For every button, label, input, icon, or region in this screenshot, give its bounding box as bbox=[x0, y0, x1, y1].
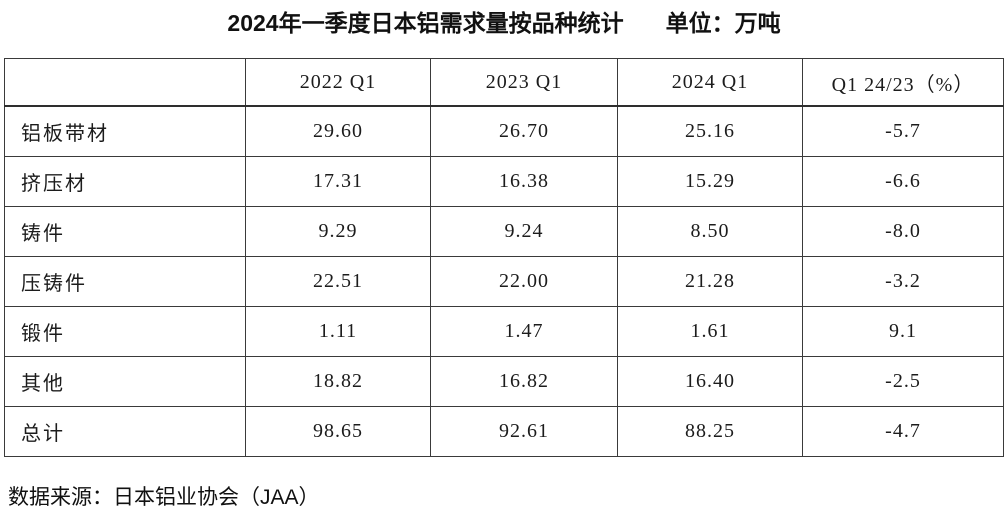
value-cell: -8.0 bbox=[802, 206, 1004, 257]
value-cell: -6.6 bbox=[802, 156, 1004, 207]
value-cell: 8.50 bbox=[617, 206, 803, 257]
row-label-cell: 总计 bbox=[4, 406, 246, 457]
table-row: 锻件 1.11 1.47 1.61 9.1 bbox=[4, 306, 1004, 357]
value-cell: 1.11 bbox=[245, 306, 431, 357]
header-cell-2024-q1: 2024 Q1 bbox=[617, 58, 803, 107]
value-cell: 1.61 bbox=[617, 306, 803, 357]
table-row: 铸件 9.29 9.24 8.50 -8.0 bbox=[4, 206, 1004, 257]
value-cell: 16.38 bbox=[430, 156, 618, 207]
header-cell-2022-q1: 2022 Q1 bbox=[245, 58, 431, 107]
header-cell-2023-q1: 2023 Q1 bbox=[430, 58, 618, 107]
value-cell: 16.82 bbox=[430, 356, 618, 407]
header-cell-blank bbox=[4, 58, 246, 107]
table-row: 其他 18.82 16.82 16.40 -2.5 bbox=[4, 356, 1004, 407]
value-cell: 9.24 bbox=[430, 206, 618, 257]
table-row: 铝板带材 29.60 26.70 25.16 -5.7 bbox=[4, 105, 1004, 157]
value-cell: 16.40 bbox=[617, 356, 803, 407]
value-cell: 22.00 bbox=[430, 256, 618, 307]
value-cell: 9.1 bbox=[802, 306, 1004, 357]
value-cell: 21.28 bbox=[617, 256, 803, 307]
row-label-cell: 压铸件 bbox=[4, 256, 246, 307]
value-cell: -5.7 bbox=[802, 105, 1004, 157]
value-cell: 9.29 bbox=[245, 206, 431, 257]
table-row: 压铸件 22.51 22.00 21.28 -3.2 bbox=[4, 256, 1004, 307]
value-cell: 1.47 bbox=[430, 306, 618, 357]
value-cell: -3.2 bbox=[802, 256, 1004, 307]
data-source-note: 数据来源：日本铝业协会（JAA） bbox=[8, 486, 320, 509]
table-row-total: 总计 98.65 92.61 88.25 -4.7 bbox=[4, 406, 1004, 457]
row-label-cell: 其他 bbox=[4, 356, 246, 407]
table-header-row: 2022 Q1 2023 Q1 2024 Q1 Q1 24/23（%） bbox=[4, 58, 1004, 107]
row-label-cell: 锻件 bbox=[4, 306, 246, 357]
row-label-cell: 铸件 bbox=[4, 206, 246, 257]
value-cell: 98.65 bbox=[245, 406, 431, 457]
row-label-cell: 挤压材 bbox=[4, 156, 246, 207]
value-cell: -2.5 bbox=[802, 356, 1004, 407]
value-cell: 15.29 bbox=[617, 156, 803, 207]
value-cell: 18.82 bbox=[245, 356, 431, 407]
header-cell-yoy-pct: Q1 24/23（%） bbox=[802, 58, 1004, 107]
value-cell: 26.70 bbox=[430, 105, 618, 157]
title-text: 2024年一季度日本铝需求量按品种统计 bbox=[227, 10, 624, 36]
row-label-cell: 铝板带材 bbox=[4, 105, 246, 157]
aluminum-demand-table: 2022 Q1 2023 Q1 2024 Q1 Q1 24/23（%） 铝板带材… bbox=[4, 58, 1004, 457]
value-cell: 22.51 bbox=[245, 256, 431, 307]
value-cell: 17.31 bbox=[245, 156, 431, 207]
table-row: 挤压材 17.31 16.38 15.29 -6.6 bbox=[4, 156, 1004, 207]
page-title: 2024年一季度日本铝需求量按品种统计 单位：万吨 bbox=[0, 0, 1008, 37]
value-cell: 29.60 bbox=[245, 105, 431, 157]
value-cell: 25.16 bbox=[617, 105, 803, 157]
value-cell: -4.7 bbox=[802, 406, 1004, 457]
value-cell: 92.61 bbox=[430, 406, 618, 457]
value-cell: 88.25 bbox=[617, 406, 803, 457]
title-unit: 单位：万吨 bbox=[665, 10, 781, 36]
